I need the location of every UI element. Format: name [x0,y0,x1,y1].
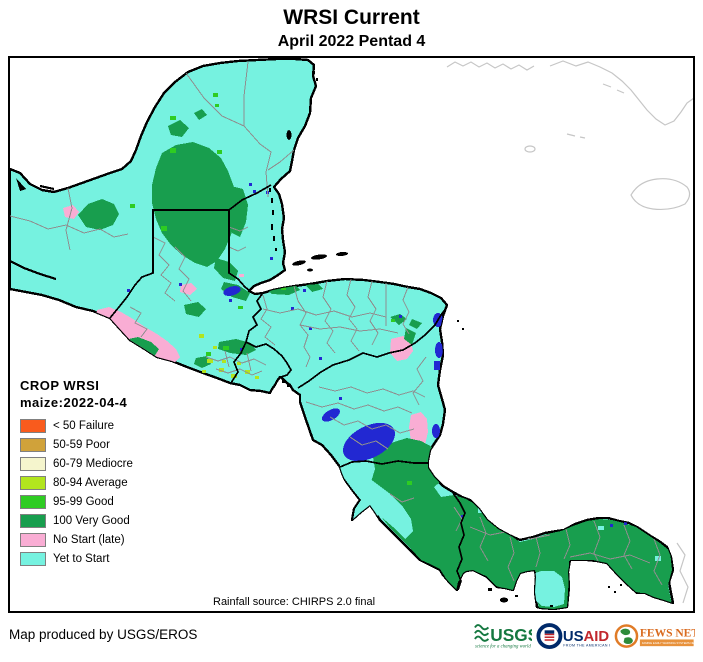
svg-text:FAMINE EARLY WARNING SYSTEMS N: FAMINE EARLY WARNING SYSTEMS NETWORK [642,641,695,645]
svg-text:USAID: USAID [562,629,609,645]
svg-text:science for a changing world: science for a changing world [475,645,531,650]
legend-swatch-failure [20,418,46,433]
legend-swatch-yet-to-start [20,551,46,566]
map-legend: CROP WRSI maize:2022-04-4 < 50 Failure 5… [20,378,133,571]
legend-swatch-very-good [20,513,46,528]
legend-item-average: 80-94 Average [20,475,133,490]
legend-swatch-mediocre [20,456,46,471]
fewsnet-globe-icon [615,624,639,648]
usgs-waves-icon [474,624,490,642]
legend-swatch-poor [20,437,46,452]
country-borders [109,184,466,591]
neighbor-coastlines [446,60,693,604]
legend-item-failure: < 50 Failure [20,418,133,433]
svg-text:USGS: USGS [490,625,531,645]
coastal-lagoons [10,184,57,281]
usaid-seal-icon [536,623,562,650]
legend-swatch-good [20,494,46,509]
legend-item-poor: 50-59 Poor [20,437,133,452]
islands [16,71,622,607]
wrsi-class-patches [10,61,672,609]
fewsnet-logo: FEWS NET FAMINE EARLY WARNING SYSTEMS NE… [615,624,695,648]
legend-item-very-good: 100 Very Good [20,513,133,528]
page-title: WRSI Current [283,6,420,29]
legend-subheading: maize:2022-04-4 [20,395,128,410]
legend-swatch-average [20,475,46,490]
central-america-map [10,58,693,611]
legend-swatch-no-start [20,532,46,547]
legend-item-yet-to-start: Yet to Start [20,551,133,566]
svg-text:FROM THE AMERICAN PEOPLE: FROM THE AMERICAN PEOPLE [563,644,610,648]
page-subtitle: April 2022 Pentad 4 [277,33,426,50]
legend-item-no-start: No Start (late) [20,532,133,547]
svg-text:FEWS NET: FEWS NET [640,628,695,640]
usaid-logo: USAID FROM THE AMERICAN PEOPLE [536,623,610,650]
usgs-logo: USGS science for a changing world [474,624,532,650]
legend-rows: < 50 Failure 50-59 Poor 60-79 Mediocre 8… [20,418,133,566]
legend-item-good: 95-99 Good [20,494,133,509]
map-credit: Map produced by USGS/EROS [9,627,198,642]
legend-heading: CROP WRSI [20,378,100,393]
legend-item-mediocre: 60-79 Mediocre [20,456,133,471]
admin-boundaries [10,61,663,586]
map-frame: CROP WRSI maize:2022-04-4 < 50 Failure 5… [8,56,695,613]
footer-logos: USGS science for a changing world USAID … [474,619,699,657]
rainfall-source-note: Rainfall source: CHIRPS 2.0 final [213,596,376,608]
fewsnet-tagline-bar [640,639,695,647]
